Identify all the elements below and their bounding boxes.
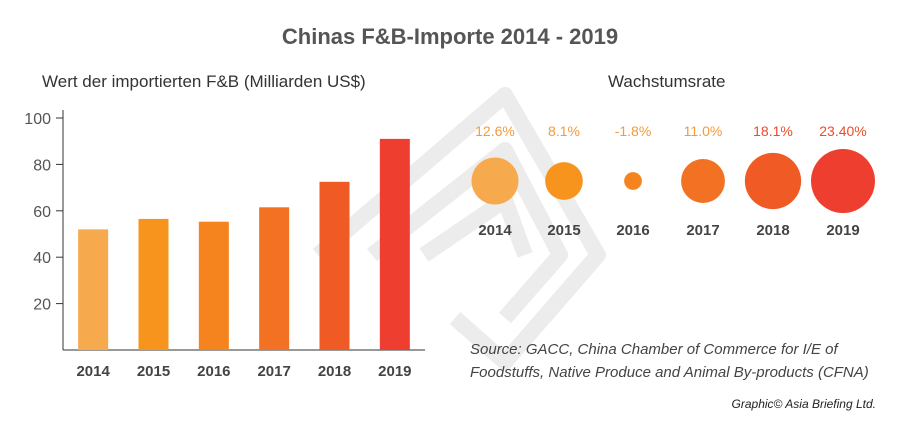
x-tick-label: 2019 bbox=[378, 363, 411, 380]
source-line-2: Foodstuffs, Native Produce and Animal By… bbox=[470, 364, 869, 381]
chart-title: Chinas F&B-Importe 2014 - 2019 bbox=[282, 24, 618, 49]
rate-bubble-2018 bbox=[744, 152, 802, 210]
rate-bubble-2016 bbox=[624, 172, 642, 190]
bar-chart-title: Wert der importierten F&B (Milliarden US… bbox=[42, 72, 366, 91]
x-tick-label: 2016 bbox=[197, 363, 230, 380]
y-tick-label: 60 bbox=[33, 204, 51, 221]
bar-2016 bbox=[198, 221, 229, 350]
rate-bubble-2014 bbox=[471, 157, 519, 205]
y-tick-label: 100 bbox=[24, 111, 51, 128]
bar-chart: 20 40 60 80 100 2014 2015 2016 2017 2018 2019 bbox=[24, 110, 425, 380]
rate-year-label: 2015 bbox=[547, 222, 580, 239]
rate-bubble-2017 bbox=[681, 159, 725, 203]
rate-label: 11.0% bbox=[684, 123, 723, 139]
rate-chart-title: Wachstumsrate bbox=[608, 72, 725, 91]
credit-text: Graphic© Asia Briefing Ltd. bbox=[732, 397, 876, 411]
rate-label: 18.1% bbox=[753, 123, 793, 139]
x-tick-label: 2015 bbox=[137, 363, 170, 380]
rate-label: -1.8% bbox=[615, 123, 652, 139]
x-tick-label: 2014 bbox=[76, 363, 110, 380]
growth-rate-chart: 12.6% 2014 8.1% 2015 -1.8% 2016 11.0% 2017 18.1%… bbox=[471, 123, 875, 239]
bar-2015 bbox=[138, 218, 169, 350]
bar-2019 bbox=[379, 138, 410, 350]
rate-label: 12.6% bbox=[475, 123, 515, 139]
rate-year-label: 2018 bbox=[756, 222, 789, 239]
bar-2017 bbox=[259, 207, 290, 350]
bar-2014 bbox=[78, 229, 109, 350]
rate-label: 8.1% bbox=[548, 123, 580, 139]
rate-year-label: 2019 bbox=[826, 222, 859, 239]
y-tick-label: 80 bbox=[33, 157, 51, 174]
x-tick-label: 2018 bbox=[318, 363, 351, 380]
rate-year-label: 2017 bbox=[686, 222, 719, 239]
rate-bubble-2015 bbox=[545, 162, 583, 200]
y-tick-label: 40 bbox=[33, 250, 51, 267]
bar-2018 bbox=[319, 181, 350, 350]
rate-year-label: 2016 bbox=[616, 222, 649, 239]
x-tick-label: 2017 bbox=[257, 363, 290, 380]
rate-bubble-2019 bbox=[811, 149, 875, 213]
source-line-1: Source: GACC, China Chamber of Commerce … bbox=[470, 341, 839, 358]
rate-year-label: 2014 bbox=[478, 222, 512, 239]
rate-label: 23.40% bbox=[819, 123, 866, 139]
y-tick-label: 20 bbox=[33, 297, 51, 314]
